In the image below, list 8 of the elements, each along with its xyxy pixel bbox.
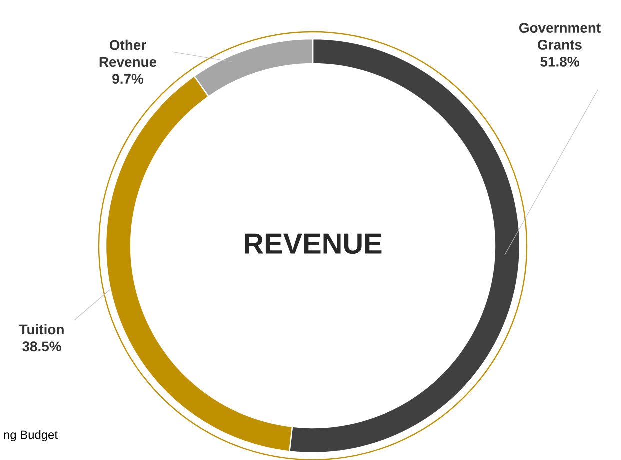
data-label: 51.8% <box>540 56 580 67</box>
data-label: 38.5% <box>22 342 62 352</box>
text: REVENUE <box>245 234 382 254</box>
text: ng Budget <box>4 430 58 442</box>
slice-label: Tuition <box>19 324 64 335</box>
slice-label: Other Revenue <box>100 40 157 68</box>
slice-label: Government Grants <box>520 23 601 50</box>
data-label: 9.7% <box>112 74 144 84</box>
